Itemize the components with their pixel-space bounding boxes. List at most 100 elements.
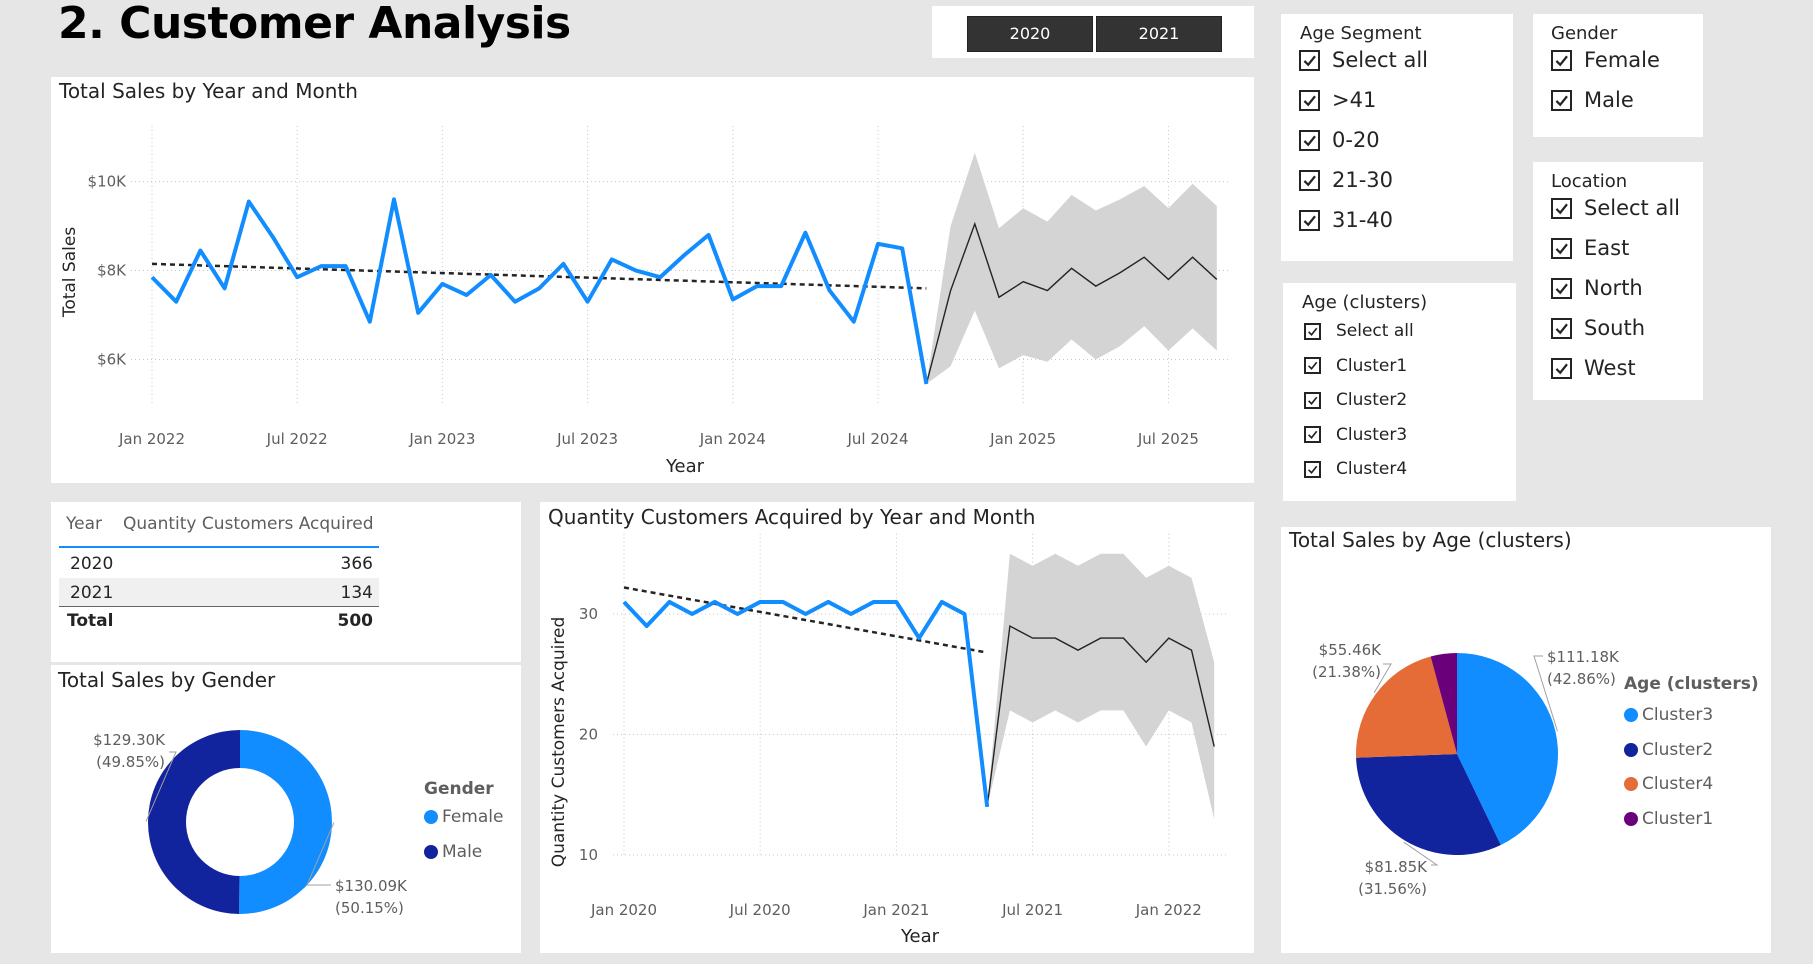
legend-dot <box>1624 811 1638 826</box>
legend-dot <box>1624 777 1638 791</box>
pie-slice-cluster4 <box>1356 656 1457 758</box>
gender-slicer-title: Gender <box>1551 23 1618 44</box>
gender-chart-title: Total Sales by Gender <box>58 668 276 692</box>
checkbox-checked-icon[interactable] <box>1299 89 1320 111</box>
actual-series-line <box>150 197 929 385</box>
sales-line-chart: $6K $8K $10K Jan 2022 Jul 2022 Jan 2023 Jul 20… <box>60 126 1231 477</box>
slicer-item[interactable]: Female <box>1551 48 1660 72</box>
y-tick-label: 20 <box>579 726 598 744</box>
forecast-line <box>925 221 1218 385</box>
slicer-item[interactable]: Select all <box>1304 321 1414 341</box>
slicer-item-label: Cluster2 <box>1336 390 1408 410</box>
checkbox-checked-icon[interactable] <box>1304 322 1321 340</box>
slicer-item[interactable]: North <box>1551 276 1643 300</box>
table-total-value: 500 <box>337 611 374 631</box>
data-label-value: $55.46K <box>1319 641 1382 659</box>
table-header-divider <box>59 546 379 548</box>
female-legend-dot <box>424 810 438 824</box>
slicer-item[interactable]: West <box>1551 356 1636 380</box>
forecast-confidence-band <box>987 553 1215 819</box>
age-segment-slicer: Age Segment Select all >41 0-20 21-30 31-40 <box>1281 14 1513 261</box>
checkbox-checked-icon[interactable] <box>1299 169 1320 191</box>
table-cell-value: 134 <box>340 583 373 603</box>
customers-table-card: Year Quantity Customers Acquired 2020 36… <box>51 502 521 662</box>
forecast-line <box>986 624 1215 807</box>
slicer-item[interactable]: South <box>1551 316 1645 340</box>
slicer-item-label: Male <box>1584 88 1634 112</box>
year-button-2020[interactable]: 2020 <box>967 16 1093 52</box>
sales-chart-card: Total Sales by Year and Month $6K $8K $10K… <box>51 77 1254 483</box>
table-header-year: Year <box>66 514 102 534</box>
legend-item-female[interactable]: Female <box>424 807 503 827</box>
gender-slicer: Gender Female Male <box>1533 14 1703 137</box>
slicer-item[interactable]: Select all <box>1299 48 1428 72</box>
table-cell-year: 2020 <box>70 554 114 574</box>
x-tick-label: Jan 2023 <box>408 430 475 448</box>
legend-dot <box>1624 742 1638 757</box>
checkbox-checked-icon[interactable] <box>1551 357 1572 379</box>
gender-legend-title: Gender <box>424 779 494 799</box>
slicer-item[interactable]: 21-30 <box>1299 168 1393 192</box>
legend-item-male[interactable]: Male <box>424 842 482 862</box>
legend-item-cluster2[interactable]: Cluster2 <box>1624 740 1713 760</box>
page-title: 2. Customer Analysis <box>58 0 571 49</box>
data-label-leader <box>306 822 335 886</box>
age-legend-title: Age (clusters) <box>1624 674 1759 694</box>
data-label-value: $111.18K <box>1547 648 1620 666</box>
slicer-item[interactable]: Cluster3 <box>1304 425 1407 445</box>
slicer-item[interactable]: 0-20 <box>1299 128 1380 152</box>
slicer-item[interactable]: 31-40 <box>1299 208 1393 232</box>
slicer-item[interactable]: Select all <box>1551 196 1680 220</box>
checkbox-checked-icon[interactable] <box>1304 460 1321 478</box>
checkbox-checked-icon[interactable] <box>1551 317 1572 339</box>
legend-dot <box>1624 708 1638 722</box>
x-tick-label: Jul 2024 <box>846 430 908 448</box>
year-button-2021[interactable]: 2021 <box>1096 16 1222 52</box>
y-tick-label: $10K <box>88 173 128 191</box>
slicer-item-label: Select all <box>1332 48 1428 72</box>
slicer-item[interactable]: Male <box>1551 88 1634 112</box>
slicer-item-label: South <box>1584 316 1646 340</box>
slicer-item-label: >41 <box>1332 88 1377 112</box>
slicer-item[interactable]: >41 <box>1299 88 1376 112</box>
checkbox-checked-icon[interactable] <box>1551 49 1572 71</box>
data-label-percent: (49.85%) <box>96 753 165 771</box>
x-tick-label: Jan 2025 <box>989 430 1056 448</box>
checkbox-checked-icon[interactable] <box>1304 391 1321 409</box>
pie-slice-female <box>239 730 332 914</box>
y-tick-label: $6K <box>97 351 127 369</box>
slicer-item[interactable]: East <box>1551 236 1629 260</box>
legend-label: Cluster2 <box>1642 739 1714 760</box>
x-tick-label: Jul 2025 <box>1137 430 1199 448</box>
location-slicer: Location Select all East North South West <box>1533 162 1703 400</box>
slicer-item-label: Select all <box>1584 196 1680 220</box>
table-cell-value: 366 <box>340 554 373 574</box>
legend-item-cluster1[interactable]: Cluster1 <box>1624 809 1713 829</box>
pie-slice-cluster3 <box>1457 653 1558 846</box>
checkbox-checked-icon[interactable] <box>1551 277 1572 299</box>
slicer-item[interactable]: Cluster1 <box>1304 356 1407 376</box>
slicer-item-label: North <box>1584 276 1643 300</box>
x-axis-title: Year <box>900 926 940 947</box>
checkbox-checked-icon[interactable] <box>1551 197 1572 219</box>
slicer-item-label: Select all <box>1336 321 1414 341</box>
checkbox-checked-icon[interactable] <box>1304 357 1321 374</box>
checkbox-checked-icon[interactable] <box>1304 426 1321 443</box>
legend-item-cluster3[interactable]: Cluster3 <box>1624 705 1713 725</box>
x-tick-label: Jan 2020 <box>590 901 657 919</box>
checkbox-checked-icon[interactable] <box>1551 89 1572 111</box>
checkbox-checked-icon[interactable] <box>1299 49 1320 71</box>
table-row[interactable]: 2020 366 <box>59 549 379 577</box>
pie-slice-cluster1 <box>1430 653 1457 754</box>
slicer-item[interactable]: Cluster2 <box>1304 390 1407 410</box>
checkbox-checked-icon[interactable] <box>1299 209 1320 231</box>
actual-series-line <box>622 599 990 808</box>
legend-item-cluster4[interactable]: Cluster4 <box>1624 774 1713 794</box>
table-row[interactable]: 2021 134 <box>59 578 379 606</box>
checkbox-checked-icon[interactable] <box>1299 129 1320 151</box>
checkbox-checked-icon[interactable] <box>1551 237 1572 259</box>
slicer-item[interactable]: Cluster4 <box>1304 459 1407 479</box>
x-axis-title: Year <box>665 456 705 477</box>
table-total-row: Total 500 <box>59 607 379 635</box>
data-label-value: $129.30K <box>93 731 166 749</box>
